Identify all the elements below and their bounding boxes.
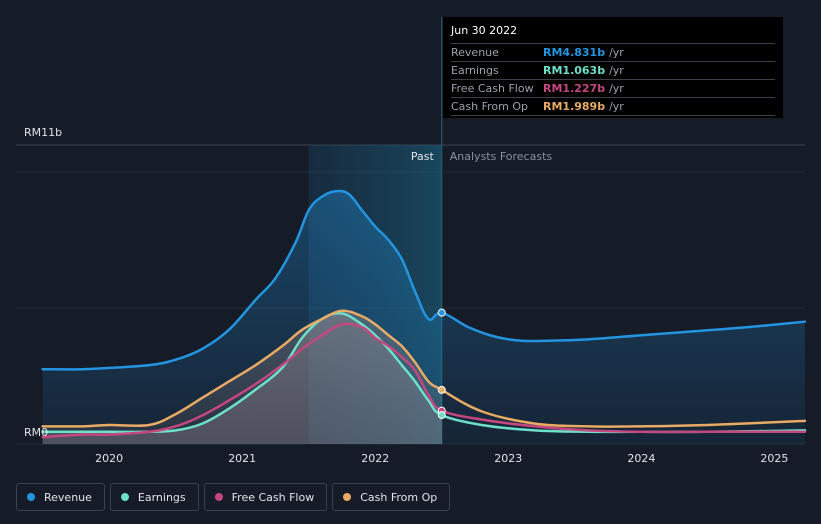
x-tick-label: 2023 xyxy=(494,452,522,465)
legend-dot-icon xyxy=(214,493,223,501)
x-tick-label: 2025 xyxy=(760,452,788,465)
tooltip: Jun 30 2022 Revenue RM4.831b/yr Earnings RM… xyxy=(443,17,783,118)
legend-label: Free Cash Flow xyxy=(231,490,315,504)
x-tick-label: 2022 xyxy=(361,452,389,465)
x-tick-label: 2021 xyxy=(228,452,256,465)
legend-label: Earnings xyxy=(137,490,186,504)
revenue-marker xyxy=(437,308,446,317)
tooltip-row-label: Revenue xyxy=(451,46,499,59)
tooltip-row-value: RM4.831b xyxy=(543,46,606,59)
legend-label: Cash From Op xyxy=(360,490,438,504)
legend-dot-icon xyxy=(120,493,129,501)
tooltip-row-value: RM1.063b xyxy=(543,64,606,77)
analysts-forecasts-label: Analysts Forecasts xyxy=(450,150,553,163)
earnings-line xyxy=(41,312,807,434)
x-tick-label: 2020 xyxy=(95,452,123,465)
legend-dot-icon xyxy=(27,493,35,501)
legend-item-revenue[interactable]: Revenue xyxy=(16,483,105,511)
tooltip-row: Free Cash Flow RM1.227b/yr xyxy=(451,80,775,98)
tooltip-row-label: Free Cash Flow xyxy=(451,82,534,95)
revenue-line xyxy=(41,189,807,371)
earnings-marker xyxy=(437,411,446,420)
tooltip-row: Revenue RM4.831b/yr xyxy=(451,44,775,62)
tooltip-row-unit: /yr xyxy=(609,100,624,113)
legend-item-fcf[interactable]: Free Cash Flow xyxy=(203,483,328,511)
tooltip-row-label: Cash From Op xyxy=(451,100,529,113)
tooltip-row-unit: /yr xyxy=(609,82,624,95)
earnings-area xyxy=(42,313,442,444)
tooltip-row-unit: /yr xyxy=(609,64,624,77)
legend-item-cfo[interactable]: Cash From Op xyxy=(332,483,451,511)
tooltip-row: Earnings RM1.063b/yr xyxy=(451,62,775,80)
y-axis-top-label: RM11b xyxy=(24,126,62,139)
tooltip-date: Jun 30 2022 xyxy=(451,23,775,44)
y-axis-bottom-label: RM0 xyxy=(24,426,48,439)
legend-dot-icon xyxy=(343,493,352,501)
x-tick-label: 2024 xyxy=(627,452,655,465)
legend: Revenue Earnings Free Cash Flow Cash From O… xyxy=(16,483,451,511)
cfo-line xyxy=(41,309,807,428)
tooltip-row-label: Earnings xyxy=(451,64,499,77)
cash-from-op-area xyxy=(42,310,442,444)
tooltip-row: Cash From Op RM1.989b/yr xyxy=(451,98,775,116)
legend-item-earnings[interactable]: Earnings xyxy=(109,483,199,511)
cfo-marker xyxy=(437,385,446,394)
past-label: Past xyxy=(411,150,435,163)
legend-label: Revenue xyxy=(44,490,92,504)
tooltip-row-unit: /yr xyxy=(609,46,624,59)
tooltip-row-value: RM1.989b xyxy=(543,100,606,113)
fcf-line xyxy=(41,322,807,439)
tooltip-row-value: RM1.227b xyxy=(543,82,606,95)
